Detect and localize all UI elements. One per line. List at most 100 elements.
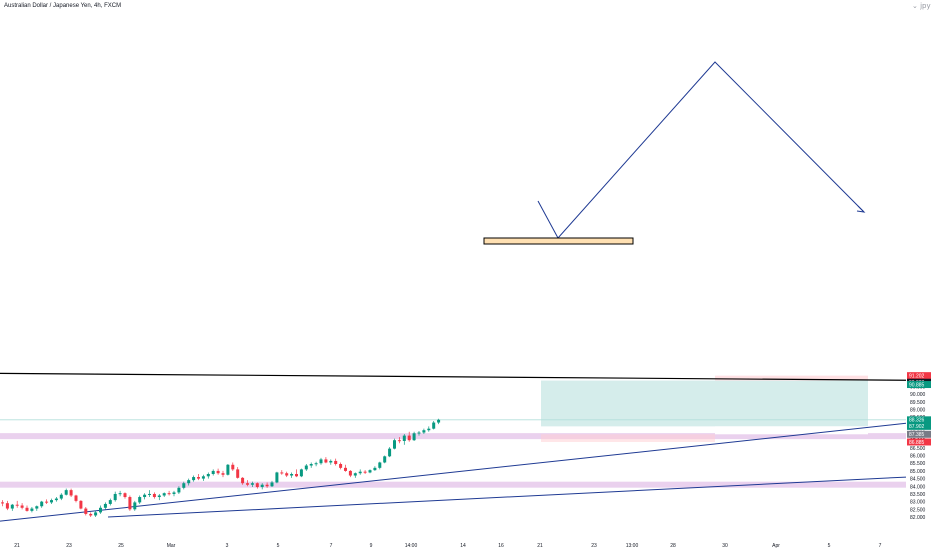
price-tag <box>907 438 931 446</box>
x-tick-label: Mar <box>167 543 176 549</box>
candle-body <box>236 469 240 478</box>
candle-body <box>99 507 102 513</box>
x-tick-label: 13:00 <box>626 543 639 549</box>
candle-body <box>221 473 225 475</box>
candle-body <box>368 470 372 473</box>
candle-body <box>128 497 132 510</box>
candle-body <box>407 435 411 441</box>
candle-body <box>79 500 83 509</box>
candle-body <box>285 473 289 476</box>
x-tick-label: 28 <box>670 543 676 549</box>
price-tag <box>907 372 931 380</box>
support-trendline-steep <box>0 422 907 522</box>
stop-zone <box>715 375 868 381</box>
candle-body <box>74 495 78 501</box>
profit-zone <box>541 380 868 427</box>
candle-body <box>197 477 200 479</box>
candle-body <box>417 432 421 434</box>
time-axis <box>0 538 932 550</box>
candle-body <box>334 460 338 465</box>
price-tag-label: 86.885 <box>909 440 925 446</box>
candle-body <box>226 464 230 475</box>
candle-body <box>89 513 93 516</box>
price-tag <box>907 430 931 438</box>
x-tick-label: 21 <box>537 543 543 549</box>
candle-body <box>427 428 431 431</box>
candle-body <box>344 467 347 471</box>
x-tick-label: 9 <box>370 543 373 549</box>
y-tick-label: 82.000 <box>910 515 926 521</box>
x-tick-label: 23 <box>66 543 72 549</box>
candle-body <box>187 480 191 484</box>
candle-body <box>270 482 274 487</box>
candle-body <box>250 483 254 485</box>
x-tick-label: 5 <box>828 543 831 549</box>
candle-body <box>45 501 49 503</box>
candle-body <box>280 472 284 474</box>
candle-body <box>54 498 58 501</box>
candle-body <box>148 493 151 495</box>
candle-body <box>167 493 171 495</box>
x-tick-label: 5 <box>277 543 280 549</box>
candle-body <box>25 507 29 511</box>
y-tick-label: 85.000 <box>910 469 926 475</box>
candle-body <box>324 459 328 463</box>
zone-upper <box>0 433 906 440</box>
y-tick-label: 82.500 <box>910 507 926 513</box>
y-tick-label: 83.000 <box>910 500 926 506</box>
candle-body <box>10 504 14 509</box>
projection-path <box>537 61 865 239</box>
projection-arrowhead <box>856 205 866 213</box>
price-tag <box>907 381 931 389</box>
candle-body <box>113 493 117 501</box>
loss-zone <box>541 434 715 442</box>
support-trendline-shallow <box>107 476 907 518</box>
candle-body <box>388 448 392 457</box>
candle-body <box>182 483 186 488</box>
candle-body <box>162 493 166 496</box>
price-tag <box>907 422 931 430</box>
candle-body <box>363 471 367 473</box>
x-tick-label: 25 <box>118 543 124 549</box>
x-tick-label: 7 <box>330 543 333 549</box>
candle-body <box>206 473 210 477</box>
candle-body <box>211 470 215 474</box>
y-tick-label: 90.000 <box>910 392 926 398</box>
candle-body <box>339 464 343 468</box>
candle-body <box>358 471 362 474</box>
x-tick-label: 16 <box>498 543 504 549</box>
candle-body <box>304 465 308 470</box>
candle-body <box>35 506 39 509</box>
x-tick-label: 14 <box>460 543 466 549</box>
candle-body <box>108 500 112 504</box>
y-tick-label: 89.000 <box>910 407 926 413</box>
candle-body <box>123 493 127 498</box>
candle-body <box>402 435 406 441</box>
y-tick-label: 84.000 <box>910 484 926 490</box>
candle-body <box>319 459 323 464</box>
y-tick-label: 86.500 <box>910 446 926 452</box>
candle-body <box>64 490 68 495</box>
candle-body <box>378 462 382 468</box>
candle-body <box>241 477 245 484</box>
price-tag-label: 90.885 <box>909 382 925 388</box>
candle-body <box>5 503 9 509</box>
candle-body <box>143 494 147 498</box>
currency-menu-button[interactable]: ⌄ jpy <box>912 2 931 10</box>
candle-body <box>275 472 279 483</box>
candle-body <box>84 508 88 514</box>
zone-lower <box>0 481 906 488</box>
candle-body <box>20 505 24 508</box>
candle-body <box>265 484 269 487</box>
y-tick-label: 84.500 <box>910 477 926 483</box>
candle-body <box>393 440 396 449</box>
candle-body <box>15 504 19 506</box>
candle-body <box>201 476 205 479</box>
candle-body <box>412 433 416 441</box>
y-tick-label: 89.500 <box>910 400 926 406</box>
x-tick-label: 23 <box>591 543 597 549</box>
x-tick-label: 21 <box>14 543 20 549</box>
candle-body <box>246 483 249 485</box>
candle-body <box>177 487 181 493</box>
